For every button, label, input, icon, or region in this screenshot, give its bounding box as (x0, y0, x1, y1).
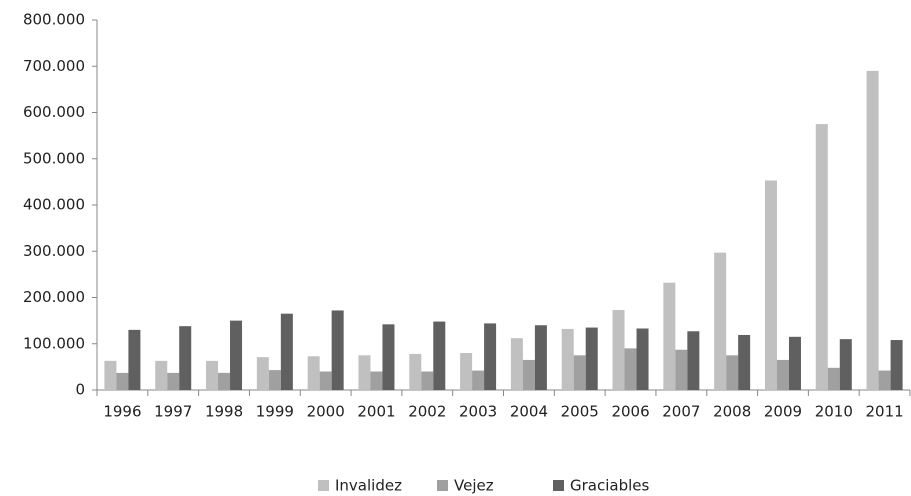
bar (256, 357, 269, 390)
bar (484, 323, 497, 390)
y-tick-label: 600.000 (23, 103, 85, 121)
bar (421, 371, 434, 390)
bar (636, 328, 649, 390)
bar (510, 338, 523, 390)
bar (155, 360, 168, 390)
bar (585, 327, 598, 390)
bar (776, 359, 789, 390)
bar (827, 367, 840, 390)
y-tick-label: 400.000 (23, 196, 85, 214)
bar (612, 309, 625, 390)
bar (624, 348, 637, 390)
bar (433, 321, 446, 390)
y-tick-label: 300.000 (23, 242, 85, 260)
bar (370, 371, 383, 390)
bar (815, 124, 828, 390)
x-tick-label: 2011 (866, 403, 904, 421)
legend-label: Graciables (570, 477, 650, 495)
x-tick-label: 2005 (561, 403, 599, 421)
x-tick-label: 1999 (256, 403, 294, 421)
bar (839, 339, 852, 390)
bar (268, 370, 281, 390)
bar (307, 356, 320, 390)
bar (472, 370, 485, 390)
x-tick-label: 2000 (307, 403, 345, 421)
bar (764, 180, 777, 390)
bar (179, 326, 192, 390)
x-tick-label: 2003 (459, 403, 497, 421)
bar (561, 328, 574, 390)
legend-swatch (553, 480, 564, 491)
legend-label: Vejez (454, 477, 494, 495)
bar (687, 331, 700, 390)
legend-swatch (318, 480, 329, 491)
bar (280, 313, 293, 390)
bar (409, 353, 422, 390)
bar (675, 349, 688, 390)
y-tick-label: 0 (75, 381, 85, 399)
bar (890, 340, 903, 390)
x-tick-label: 1997 (154, 403, 192, 421)
y-tick-label: 200.000 (23, 288, 85, 306)
y-tick-label: 800.000 (23, 11, 85, 29)
x-tick-label: 2007 (662, 403, 700, 421)
legend-swatch (437, 480, 448, 491)
bar (573, 355, 586, 390)
x-tick-label: 2002 (408, 403, 446, 421)
bar (382, 324, 395, 390)
x-tick-label: 2009 (764, 403, 802, 421)
bar (522, 359, 535, 390)
bar (460, 353, 473, 390)
bar (206, 360, 219, 390)
bar (878, 370, 891, 390)
bar (788, 336, 801, 390)
x-tick-label: 2010 (815, 403, 853, 421)
bar (218, 372, 231, 390)
bar (358, 355, 371, 390)
bar (319, 371, 332, 390)
y-tick-label: 500.000 (23, 149, 85, 167)
x-tick-label: 1996 (103, 403, 141, 421)
bar (104, 360, 117, 390)
bar (167, 372, 180, 390)
x-tick-label: 2006 (611, 403, 649, 421)
bar (331, 310, 344, 390)
bar (230, 320, 243, 390)
legend-label: Invalidez (335, 477, 402, 495)
bar (726, 355, 739, 390)
y-tick-label: 700.000 (23, 57, 85, 75)
x-tick-label: 2008 (713, 403, 751, 421)
bar (866, 70, 879, 390)
x-tick-label: 2004 (510, 403, 548, 421)
x-tick-label: 2001 (357, 403, 395, 421)
bar (534, 325, 547, 390)
bar (663, 282, 676, 390)
bar (714, 252, 727, 390)
bar (128, 329, 141, 390)
bar (738, 334, 751, 390)
y-tick-label: 100.000 (23, 334, 85, 352)
x-tick-label: 1998 (205, 403, 243, 421)
bar (116, 372, 129, 390)
